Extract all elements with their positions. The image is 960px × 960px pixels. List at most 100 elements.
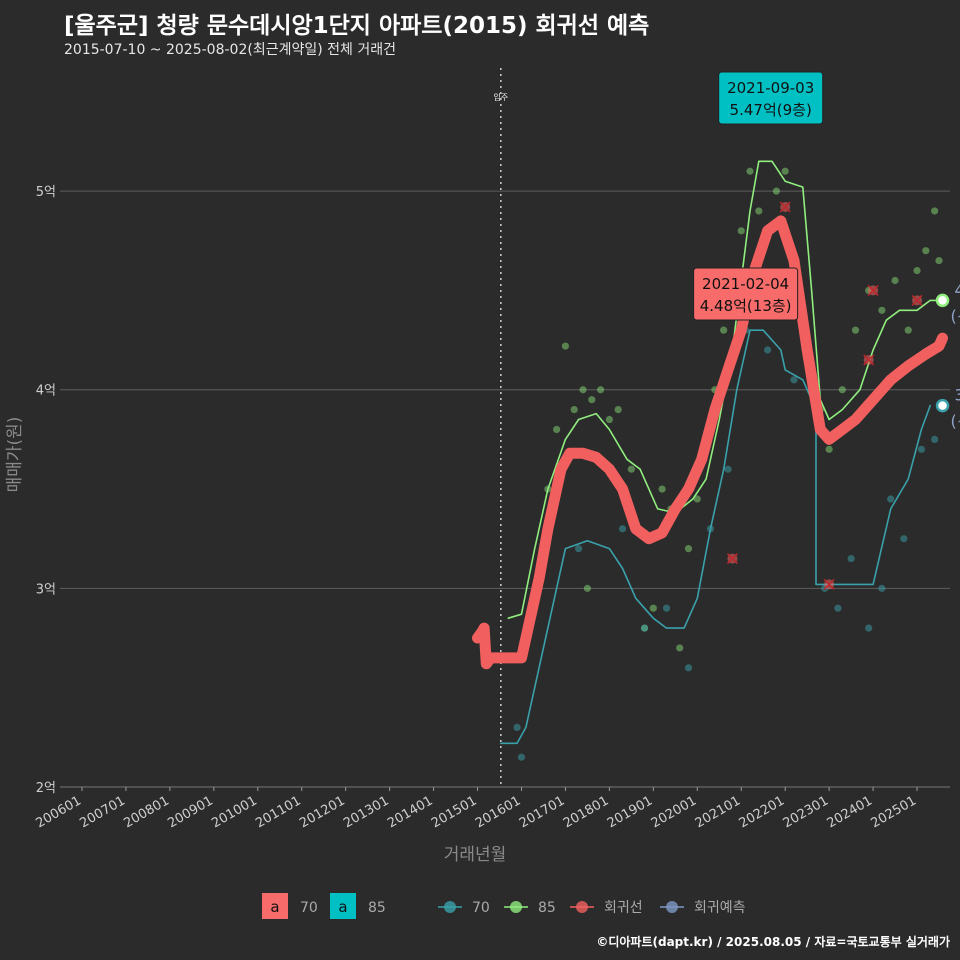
scatter-point-85	[658, 485, 666, 493]
x-tick-label: 201201	[297, 793, 347, 831]
x-tick-label: 200901	[165, 793, 215, 831]
scatter-point-85	[627, 465, 635, 473]
scatter-point-70	[618, 525, 627, 533]
cancel-x-icon	[863, 354, 875, 366]
cancel-x-icon	[779, 201, 791, 213]
x-tick-label: 201801	[561, 793, 611, 831]
chart-subtitle: 2015-07-10 ~ 2025-08-02(최근계약일) 전체 거래건	[64, 42, 396, 58]
x-tick-label: 201301	[341, 793, 391, 831]
cancel-x-icon	[911, 294, 923, 306]
scatter-point-70	[887, 495, 895, 503]
y-tick-label: 2억	[36, 781, 56, 796]
scatter-point-85	[605, 415, 613, 424]
legend-fill-label: 70	[300, 900, 318, 916]
cancel-x-icon	[867, 284, 879, 296]
callout-price: 4.48억(13층)	[700, 297, 792, 315]
scatter-point-85	[755, 207, 763, 215]
cancel-x-icon	[726, 553, 738, 565]
legend-line-label: 회귀예측	[694, 900, 746, 916]
legend-line-dot	[510, 901, 522, 913]
scatter-point-85	[649, 604, 657, 612]
scatter-point-70	[931, 435, 939, 443]
scatter-point-70	[790, 376, 798, 384]
legend-line-label: 회귀선	[604, 900, 643, 916]
x-tick-label: 202501	[869, 793, 919, 831]
scatter-point-85	[588, 396, 596, 404]
x-tick-label: 201101	[253, 793, 303, 831]
x-tick-label: 201001	[209, 793, 259, 831]
scatter-point-85	[596, 386, 605, 394]
x-tick-label: 202201	[737, 793, 787, 831]
scatter-point-85	[684, 545, 693, 553]
scatter-point-70	[900, 535, 908, 543]
scatter-point-85	[570, 406, 578, 414]
x-tick-label: 201901	[605, 793, 655, 831]
series-line-회귀선	[472, 215, 948, 670]
x-axis-title: 거래년월	[444, 845, 507, 865]
end-label-area: (~85㎡)	[951, 306, 960, 325]
scatter-point-70	[662, 604, 671, 612]
cancel-x-icon	[823, 578, 835, 590]
series-line-70	[500, 329, 931, 745]
end-label-value: 39,167	[955, 386, 960, 405]
scatter-point-85	[838, 386, 846, 394]
legend-line-dot	[576, 901, 588, 913]
callout-box	[718, 71, 824, 125]
end-label-area: (~70㎡)	[951, 412, 960, 431]
x-tick-label: 202401	[825, 793, 875, 831]
scatter-point-70	[684, 664, 693, 672]
y-tick-label: 3억	[36, 582, 56, 597]
callout-date: 2021-02-04	[702, 275, 789, 293]
scatter-point-85	[746, 167, 754, 175]
scatter-point-85	[904, 326, 912, 334]
x-tick-label: 201401	[385, 793, 435, 831]
y-tick-label: 5억	[36, 185, 56, 200]
legend-line-dot	[444, 901, 456, 913]
scatter-point-85	[579, 386, 587, 394]
scatter-point-70	[640, 624, 649, 632]
scatter-point-70	[847, 554, 855, 563]
scatter-point-85	[561, 342, 570, 350]
scatter-point-70	[764, 346, 772, 354]
callout-box	[693, 267, 799, 321]
legend-fill-label: 85	[368, 900, 386, 916]
move-in-label: 입주	[493, 93, 508, 102]
y-tick-label: 4억	[36, 384, 56, 399]
scatter-point-70	[878, 584, 886, 592]
scatter-point-85	[693, 495, 701, 503]
scatter-point-70	[575, 545, 583, 553]
x-tick-label: 200801	[121, 793, 171, 831]
x-tick-label: 202301	[781, 793, 831, 831]
scatter-point-85	[676, 644, 684, 652]
scatter-point-85	[720, 326, 728, 334]
legend-line-label: 70	[472, 900, 490, 916]
x-tick-label: 200701	[77, 793, 127, 831]
scatter-point-70	[724, 465, 732, 473]
scatter-point-70	[834, 604, 842, 612]
scatter-point-85	[583, 584, 592, 592]
scatter-point-70	[517, 753, 526, 761]
scatter-point-85	[737, 227, 745, 235]
scatter-point-70	[917, 445, 926, 453]
legend-fill-key	[262, 893, 288, 919]
end-point	[935, 398, 950, 413]
chart-title: [울주군] 청량 문수데시앙1단지 아파트(2015) 회귀선 예측	[64, 13, 650, 39]
scatter-point-85	[825, 445, 833, 453]
legend-line-dot	[666, 901, 678, 913]
x-tick-label: 200601	[33, 793, 83, 831]
scatter-point-85	[772, 187, 780, 195]
legend-fill-key-text: a	[270, 898, 279, 916]
scatter-point-70	[865, 624, 873, 632]
scatter-point-85	[781, 167, 789, 175]
scatter-point-85	[614, 406, 622, 414]
scatter-point-85	[878, 306, 886, 314]
scatter-point-85	[913, 266, 921, 275]
x-tick-label: 202001	[649, 793, 699, 831]
footer-credit: ©디아파트(dapt.kr) / 2025.08.05 / 자료=국토교통부 실…	[596, 935, 950, 949]
x-tick-label: 201601	[473, 793, 523, 831]
legend-fill-key-text: a	[338, 898, 347, 916]
legend-line-label: 85	[538, 900, 556, 916]
x-tick-label: 201701	[517, 793, 567, 831]
x-tick-label: 202101	[693, 793, 743, 831]
